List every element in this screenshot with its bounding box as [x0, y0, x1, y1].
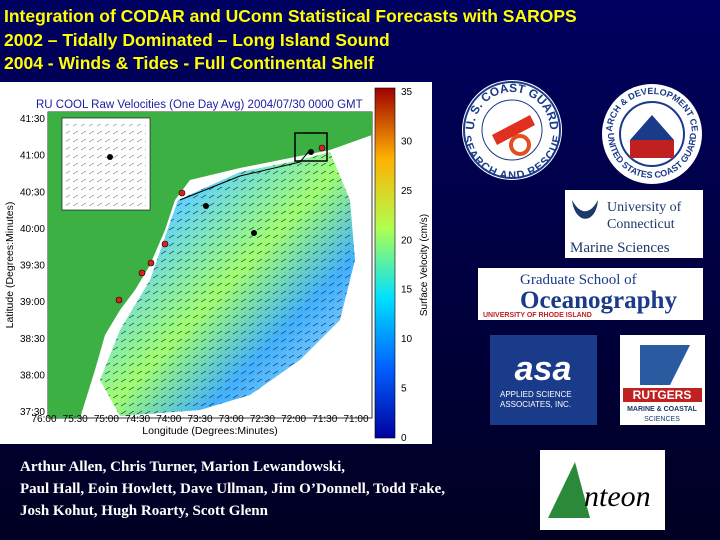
y-tick-label: 41:30 [20, 114, 45, 125]
logo-text: SCIENCES [644, 416, 680, 423]
anteon-logo: nteon [540, 450, 665, 530]
x-tick-label: 75:30 [63, 414, 88, 425]
y-tick-label: 39:00 [20, 297, 45, 308]
y-tick-label: 37:30 [20, 407, 45, 418]
title-line: Integration of CODAR and UConn Statistic… [4, 6, 577, 26]
x-tick-label: 71:00 [343, 414, 368, 425]
logo-text: asa [515, 350, 572, 388]
colorbar-tick-label: 10 [401, 334, 413, 345]
x-tick-label: 72:30 [250, 414, 275, 425]
title-line: 2004 - Winds & Tides - Full Continental … [4, 53, 374, 73]
x-tick-label: 75:00 [94, 414, 119, 425]
x-axis-label: Longitude (Degrees:Minutes) [142, 425, 277, 437]
logo-text: nteon [584, 480, 651, 513]
gso-logo: Graduate School of Oceanography UNIVERSI… [478, 268, 703, 320]
colorbar-tick-label: 5 [401, 384, 407, 395]
y-tick-label: 38:30 [20, 334, 45, 345]
authors-line: Paul Hall, Eoin Howlett, Dave Ullman, Ji… [20, 481, 445, 497]
logo-text: University of [607, 200, 682, 215]
uconn-logo: University of Connecticut Marine Science… [565, 190, 703, 258]
x-tick-label: 74:00 [156, 414, 181, 425]
authors-line: Arthur Allen, Chris Turner, Marion Lewan… [20, 459, 345, 475]
x-tick-label: 71:30 [312, 414, 337, 425]
logo-text: RUTGERS [633, 388, 692, 402]
y-tick-label: 41:00 [20, 151, 45, 162]
logo-text: MARINE & COASTAL [627, 406, 698, 413]
y-tick-label: 39:30 [20, 261, 45, 272]
x-tick-label: 76:00 [31, 414, 56, 425]
logo-text: ASSOCIATES, INC. [500, 400, 571, 409]
y-tick-label: 40:30 [20, 187, 45, 198]
colorbar-tick-label: 35 [401, 87, 413, 98]
colorbar-label: Surface Velocity (cm/s) [419, 214, 430, 316]
logo-text: APPLIED SCIENCE [500, 390, 572, 399]
x-tick-label: 72:00 [281, 414, 306, 425]
colorbar-tick-label: 30 [401, 136, 413, 147]
logo-text: Oceanography [520, 287, 677, 314]
x-tick-label: 74:30 [125, 414, 150, 425]
colorbar-tick-label: 20 [401, 235, 413, 246]
logo-text: UNIVERSITY OF RHODE ISLAND [483, 312, 592, 319]
colorbar-tick-label: 0 [401, 433, 407, 444]
x-tick-label: 73:00 [219, 414, 244, 425]
logo-text: Connecticut [607, 217, 675, 232]
y-tick-label: 40:00 [20, 224, 45, 235]
rutgers-logo: RUTGERS MARINE & COASTAL SCIENCES [620, 335, 705, 425]
figure-title: RU COOL Raw Velocities (One Day Avg) 200… [36, 99, 363, 111]
title-line: 2002 – Tidally Dominated – Long Island S… [4, 30, 390, 50]
authors-line: Josh Kohut, Hugh Roarty, Scott Glenn [20, 503, 269, 519]
colorbar-tick-label: 25 [401, 186, 413, 197]
x-tick-label: 73:30 [187, 414, 212, 425]
colorbar-tick-label: 15 [401, 285, 413, 296]
y-axis-label: Latitude (Degrees:Minutes) [4, 202, 16, 329]
map-figure: RU COOL Raw Velocities (One Day Avg) 200… [0, 82, 432, 444]
y-tick-label: 38:00 [20, 370, 45, 381]
logo-text: Graduate School of [520, 272, 637, 288]
logo-text: Marine Sciences [570, 240, 670, 256]
asa-logo: asa APPLIED SCIENCE ASSOCIATES, INC. [490, 335, 597, 425]
